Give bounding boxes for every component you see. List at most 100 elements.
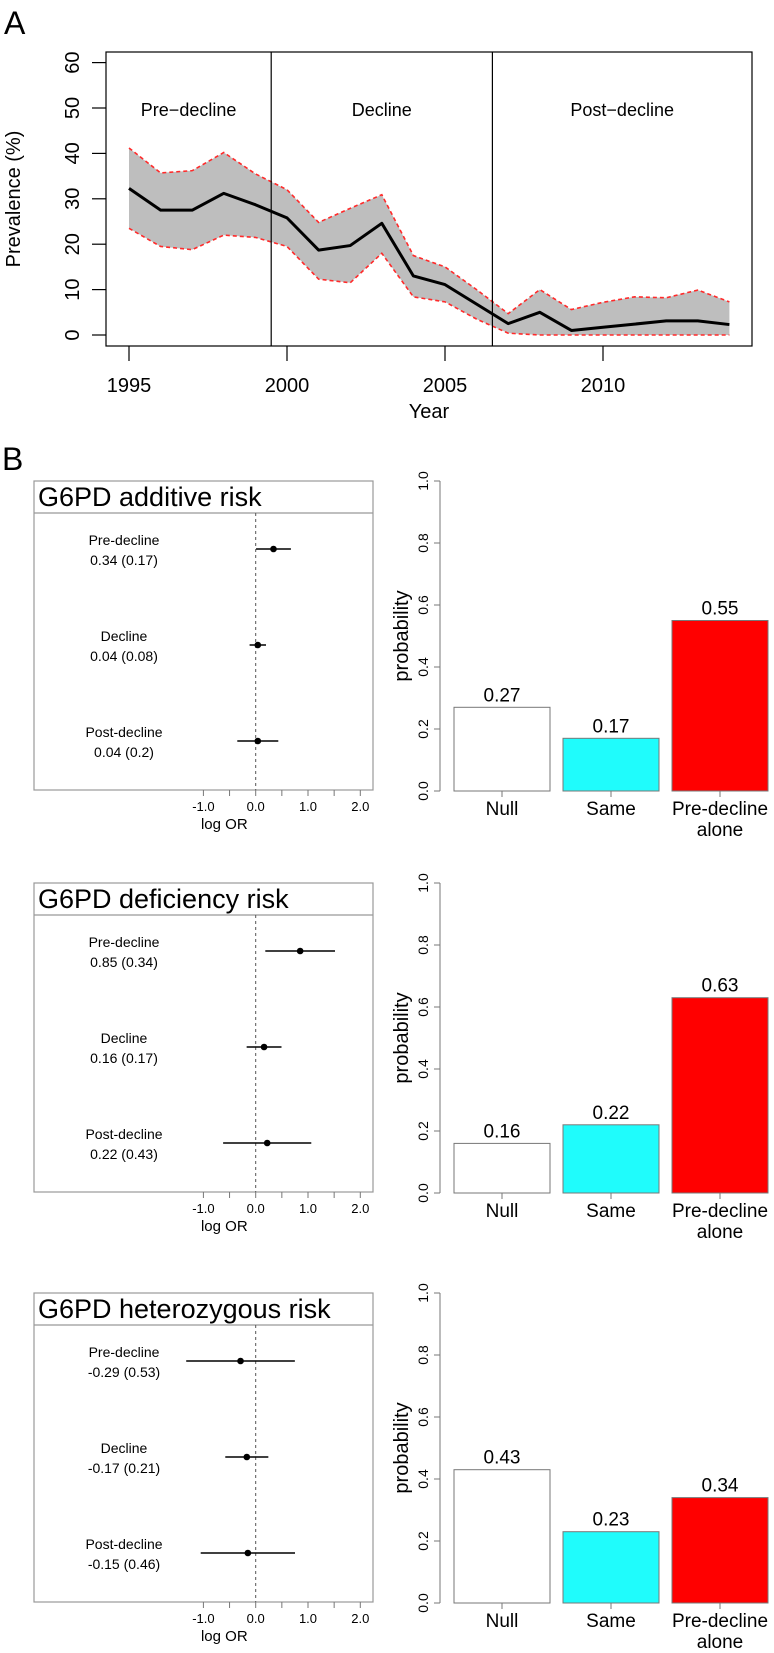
row-estimate-text: 0.22 (0.43) — [90, 1146, 158, 1162]
y-tick-label: 40 — [62, 142, 84, 164]
forest-plot: G6PD heterozygous risk Pre-decline -0.29 (… — [33, 1292, 374, 1645]
y-tick-label: 0.6 — [415, 595, 431, 615]
bar-value-label: 0.55 — [702, 599, 739, 620]
row-label: Decline — [101, 1030, 148, 1046]
y-tick-label: 0.8 — [415, 935, 431, 955]
row-estimate-text: 0.04 (0.2) — [94, 744, 154, 760]
panel-label-b: B — [2, 441, 23, 477]
x-axis-label: log OR — [201, 1218, 248, 1235]
estimate-point — [263, 1139, 271, 1147]
bar-value-label: 0.17 — [593, 716, 630, 737]
upper-bound-line — [128, 147, 730, 315]
x-tick-label: 0.0 — [247, 799, 265, 814]
x-tick-label: -1.0 — [192, 799, 214, 814]
y-axis-label: probability — [391, 1402, 413, 1493]
bar — [671, 997, 769, 1194]
bar-category-label: alone — [697, 820, 744, 841]
x-tick-label: 1995 — [107, 375, 152, 397]
y-tick-label: 0.0 — [415, 1183, 431, 1203]
x-axis-label: log OR — [201, 816, 248, 833]
y-tick-label: 0.4 — [415, 1469, 431, 1489]
forest-title: G6PD heterozygous risk — [38, 1294, 331, 1324]
x-tick-label: 1.0 — [299, 1611, 317, 1626]
bar-category-label: Same — [586, 1201, 636, 1222]
bar — [562, 1124, 660, 1194]
bar-value-label: 0.16 — [484, 1121, 521, 1142]
bar-value-label: 0.22 — [593, 1103, 630, 1124]
bar-value-label: 0.43 — [484, 1448, 521, 1469]
x-tick-label: -1.0 — [192, 1201, 214, 1216]
y-tick-label: 0.4 — [415, 657, 431, 677]
risk-group: G6PD additive risk Pre-decline 0.34 (0.17)… — [33, 471, 769, 841]
bar — [671, 1497, 769, 1604]
prevalence-chart: Pre−decline Decline Post−decline 0 10 20 30 40 5… — [3, 51, 753, 423]
risk-panels: G6PD additive risk Pre-decline 0.34 (0.17)… — [33, 471, 769, 1653]
y-tick-label: 1.0 — [415, 1283, 431, 1303]
forest-frame — [33, 882, 374, 1193]
row-label: Pre-decline — [89, 1344, 160, 1360]
estimate-point — [260, 1043, 268, 1051]
x-tick-label: 2.0 — [351, 1611, 369, 1626]
y-tick-label: 10 — [62, 278, 84, 300]
row-estimate-text: 0.34 (0.17) — [90, 552, 158, 568]
y-tick-label: 0.8 — [415, 533, 431, 553]
x-tick-label: 0.0 — [247, 1611, 265, 1626]
forest-title: G6PD deficiency risk — [38, 884, 289, 914]
bar-value-label: 0.34 — [702, 1476, 739, 1497]
x-tick-label: 2005 — [423, 375, 468, 397]
forest-title: G6PD additive risk — [38, 482, 262, 512]
x-tick-label: -1.0 — [192, 1611, 214, 1626]
y-axis-label: probability — [391, 590, 413, 681]
bar-category-label: Pre-decline — [672, 799, 768, 820]
row-label: Pre-decline — [89, 532, 160, 548]
bar-value-label: 0.23 — [593, 1510, 630, 1531]
row-label: Post-decline — [85, 724, 162, 740]
row-estimate-text: -0.29 (0.53) — [88, 1364, 160, 1380]
estimate-point — [254, 641, 262, 649]
y-tick-label: 0.8 — [415, 1345, 431, 1365]
lower-bound-line — [128, 227, 730, 336]
y-tick-label: 1.0 — [415, 471, 431, 491]
bar-category-label: alone — [697, 1632, 744, 1653]
forest-plot: G6PD deficiency risk Pre-decline 0.85 (0.3… — [33, 882, 374, 1235]
row-label: Post-decline — [85, 1126, 162, 1142]
bar-category-label: Pre-decline — [672, 1611, 768, 1632]
bar-category-label: Null — [486, 799, 519, 820]
x-axis-label: log OR — [201, 1628, 248, 1645]
estimate-point — [244, 1549, 252, 1557]
forest-plot: G6PD additive risk Pre-decline 0.34 (0.17)… — [33, 480, 374, 833]
bar-category-label: Same — [586, 799, 636, 820]
row-estimate-text: 0.85 (0.34) — [90, 954, 158, 970]
row-estimate-text: -0.17 (0.21) — [88, 1460, 160, 1476]
bar-category-label: Null — [486, 1201, 519, 1222]
panel-label-a: A — [4, 5, 26, 41]
y-tick-label: 1.0 — [415, 873, 431, 893]
bar-value-label: 0.63 — [702, 976, 739, 997]
x-tick-label: 2.0 — [351, 799, 369, 814]
bar-category-label: Pre-decline — [672, 1201, 768, 1222]
x-tick-label: 2010 — [581, 375, 626, 397]
row-label: Post-decline — [85, 1536, 162, 1552]
y-tick-label: 0.6 — [415, 1407, 431, 1427]
bar-category-label: Same — [586, 1611, 636, 1632]
y-tick-label: 0.6 — [415, 997, 431, 1017]
estimate-point — [243, 1453, 251, 1461]
y-tick-label: 0 — [62, 329, 84, 340]
y-tick-label: 0.2 — [415, 1121, 431, 1141]
prevalence-line — [128, 187, 730, 332]
row-estimate-text: 0.04 (0.08) — [90, 648, 158, 664]
forest-frame — [33, 1292, 374, 1603]
risk-group: G6PD deficiency risk Pre-decline 0.85 (0.3… — [33, 873, 769, 1243]
row-label: Decline — [101, 628, 148, 644]
y-tick-label: 20 — [62, 233, 84, 255]
forest-frame — [33, 480, 374, 791]
risk-group: G6PD heterozygous risk Pre-decline -0.29 (… — [33, 1283, 769, 1653]
y-axis-label: probability — [391, 992, 413, 1083]
period-label: Post−decline — [570, 100, 674, 120]
y-tick-label: 0.0 — [415, 1593, 431, 1613]
x-tick-label: 2.0 — [351, 1201, 369, 1216]
